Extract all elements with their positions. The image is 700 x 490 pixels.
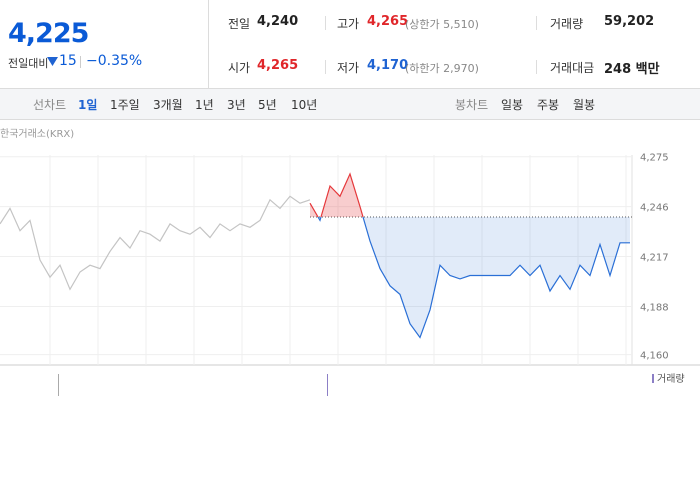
period-tab[interactable]: 3년 [227, 98, 246, 112]
stat-note: (상한가 5,510) [405, 18, 479, 31]
stat-value: 4,170 [367, 58, 409, 73]
area-up [310, 173, 630, 217]
stat-value: 4,265 [257, 58, 299, 73]
vertical-grid [49, 155, 627, 365]
y-tick-label: 4,217 [640, 253, 669, 264]
divider [80, 56, 81, 68]
chart: 한국거래소(KRX) 거래량 4,275 4,246 4,217 4,188 4,160 [0, 128, 700, 396]
y-tick-label: 4,246 [640, 203, 669, 214]
period-tab[interactable]: 10년 [291, 98, 318, 112]
divider [325, 60, 326, 74]
price-box: 4,225 전일대비 15 −0.35% [0, 0, 209, 88]
stat-label: 시가 [228, 61, 251, 75]
period-tab[interactable]: 3개월 [153, 98, 183, 112]
change-label: 전일대비 [8, 57, 49, 70]
divider [536, 16, 537, 30]
source-label: 한국거래소(KRX) [0, 128, 74, 140]
period-tabs: 선차트 1일 1주일 3개월 1년 3년 5년 10년 봉차트 일봉 주봉 월봉 [0, 89, 700, 120]
volume-label: 거래량 [657, 373, 685, 385]
stat-label: 저가 [337, 61, 360, 75]
stat-value: 4,240 [257, 14, 299, 29]
down-icon [47, 57, 58, 66]
stat-value: 248 백만 [604, 62, 660, 77]
stat-value: 4,265 [367, 14, 409, 29]
line [0, 195, 311, 291]
stat-label: 고가 [337, 17, 360, 31]
period-tab[interactable]: 1년 [195, 98, 214, 112]
stat-value: 59,202 [604, 14, 655, 29]
y-tick-label: 4,188 [640, 302, 669, 313]
period-tab[interactable]: 1주일 [110, 98, 140, 112]
y-tick-label: 4,160 [640, 351, 669, 362]
tab-group-label: 선차트 [33, 98, 67, 112]
tab-group-label: 봉차트 [455, 98, 489, 112]
line-down [317, 216, 630, 339]
change-percent: −0.35% [86, 53, 143, 69]
period-tab[interactable]: 1일 [78, 98, 98, 112]
volume-bar [327, 374, 328, 396]
change-value: 15 [59, 53, 77, 69]
y-tick-label: 4,275 [640, 153, 669, 164]
period-tab[interactable]: 5년 [258, 98, 277, 112]
candle-tab[interactable]: 월봉 [573, 98, 596, 112]
volume-bar [58, 374, 59, 396]
stat-label: 전일 [228, 17, 251, 31]
legend-swatch [652, 374, 654, 383]
summary-panel: 4,225 전일대비 15 −0.35% 전일 4,240 고가 4,265 (… [0, 0, 700, 89]
stat-label: 거래량 [550, 17, 584, 31]
current-price: 4,225 [8, 18, 89, 49]
stat-label: 거래대금 [550, 61, 595, 75]
candle-tab[interactable]: 주봉 [537, 98, 560, 112]
stat-note: (하한가 2,970) [405, 62, 479, 75]
divider [536, 60, 537, 74]
divider [325, 16, 326, 30]
area-down [318, 216, 630, 338]
candle-tab[interactable]: 일봉 [501, 98, 524, 112]
